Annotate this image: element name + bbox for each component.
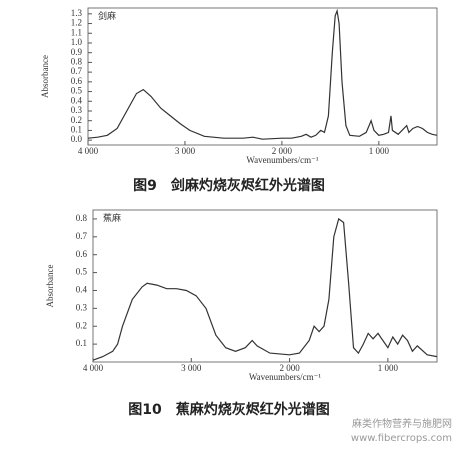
y-tick-label: 0.4 [71,95,83,105]
y-tick-label: 1.2 [71,18,82,28]
annotation: 蕉麻 [103,212,121,223]
y-tick-label: 0.3 [71,105,83,115]
y-tick-label: 0.8 [76,213,88,223]
plot-frame [92,209,438,363]
plot-frame [87,7,438,146]
x-axis-label: Wavenumbers/cm⁻¹ [246,155,319,165]
y-tick-label: 1.0 [71,37,83,47]
y-tick-label: 0.9 [71,47,83,57]
y-axis-label: Absorbance [45,265,55,308]
y-tick-label: 0.4 [76,285,88,295]
y-tick-label: 0.7 [71,66,83,76]
annotation: 剑麻 [98,10,116,21]
spectrum-line [87,8,438,140]
x-axis-label: Wavenumbers/cm⁻¹ [249,372,322,382]
y-tick-label: 1.1 [71,27,82,37]
y-tick-label: 1.3 [71,8,83,18]
chart-title: 图10 蕉麻灼烧灰烬红外光谱图 [128,401,329,418]
x-tick-label: 1 000 [369,146,390,156]
x-tick-label: 4 000 [83,363,104,373]
x-tick-label: 2 000 [279,363,300,373]
y-tick-label: 0.6 [76,249,88,259]
spectrum-line [92,217,438,361]
y-tick-label: 0.2 [76,320,87,330]
y-tick-label: 0.5 [71,86,83,96]
y-tick-label: 0.3 [76,302,88,312]
watermark: www.fibercrops.com [351,433,452,444]
y-tick-label: 0.7 [76,231,88,241]
x-tick-label: 3 000 [181,363,202,373]
y-tick-label: 0.1 [71,124,82,134]
chart-title: 图9 剑麻灼烧灰烬红外光谱图 [133,177,325,194]
y-tick-label: 0.5 [76,267,88,277]
x-tick-label: 1 000 [378,363,399,373]
y-axis-label: Absorbance [40,55,50,98]
y-tick-label: 0.6 [71,76,83,86]
y-tick-label: 0.0 [71,134,83,144]
watermark: 麻类作物营养与施肥网 [352,417,452,430]
x-tick-label: 3 000 [175,146,196,156]
y-tick-label: 0.2 [71,115,82,125]
x-tick-label: 4 000 [78,146,99,156]
x-tick-label: 2 000 [272,146,293,156]
y-tick-label: 0.1 [76,338,87,348]
y-tick-label: 0.8 [71,56,83,66]
